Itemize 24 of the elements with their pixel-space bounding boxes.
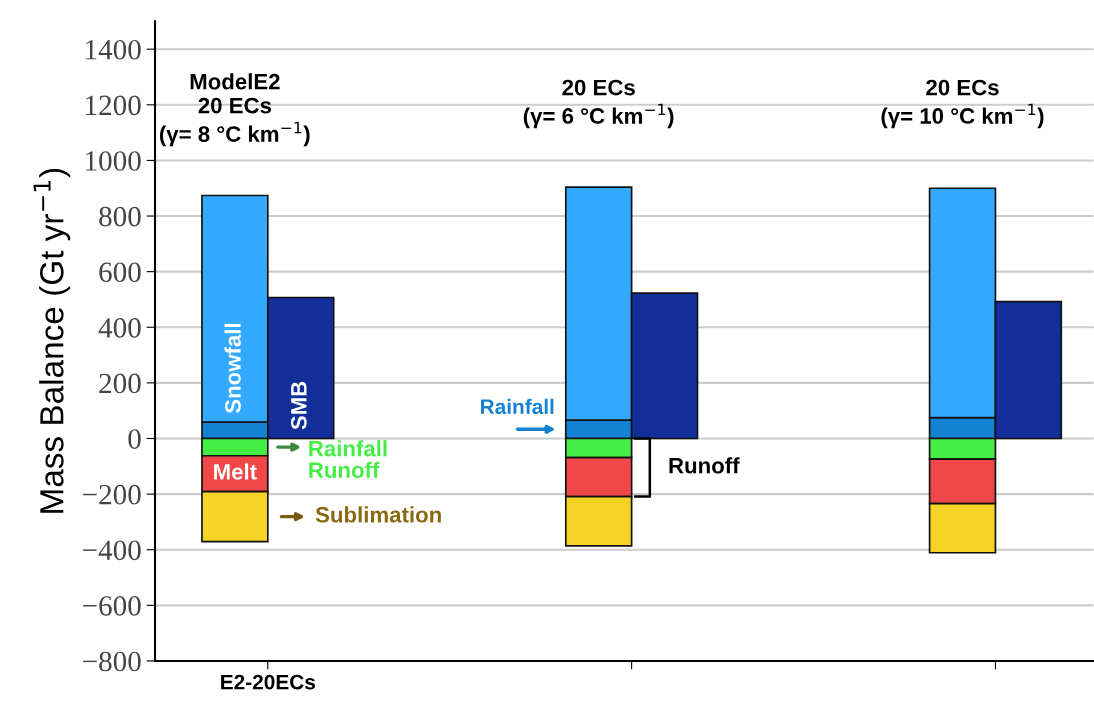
y-tick-label: −800 [83,651,141,672]
series-label: Rainfall Runoff [309,440,387,479]
series-label: Melt [214,463,257,480]
x-tick-label: E2-20ECs [221,674,316,690]
annotation: 20 ECs (γ= 10 °C km$^{−1}$) [881,79,1044,129]
y-tick-label: −400 [83,540,141,561]
y-tick-label: 800 [99,206,141,227]
y-tick-label: 400 [98,317,141,338]
y-tick-label: −200 [83,484,141,505]
annotation: Runoff [669,457,740,474]
y-tick-label: 1000 [86,151,141,171]
series-label: Rainfall [481,398,554,415]
y-tick-label: 1400 [86,39,141,60]
annotation: ModelE2 20 ECs (γ= 8 °C km$^{−1}$) [159,73,310,147]
y-tick-label: 200 [99,373,141,394]
y-tick-label: 1200 [86,95,141,116]
series-label: SMB [290,381,307,430]
y-tick-label: 0 [128,429,141,449]
y-tick-label: −600 [83,596,141,616]
y-axis-title: Mass Balance (Gt yr$^{−1}$) [33,168,71,513]
annotation: 20 ECs (γ= 6 °C km$^{−1}$) [523,79,674,129]
y-tick-label: 600 [99,262,141,283]
series-label: Snowfall [224,323,241,414]
text: Sublimation [315,506,441,523]
